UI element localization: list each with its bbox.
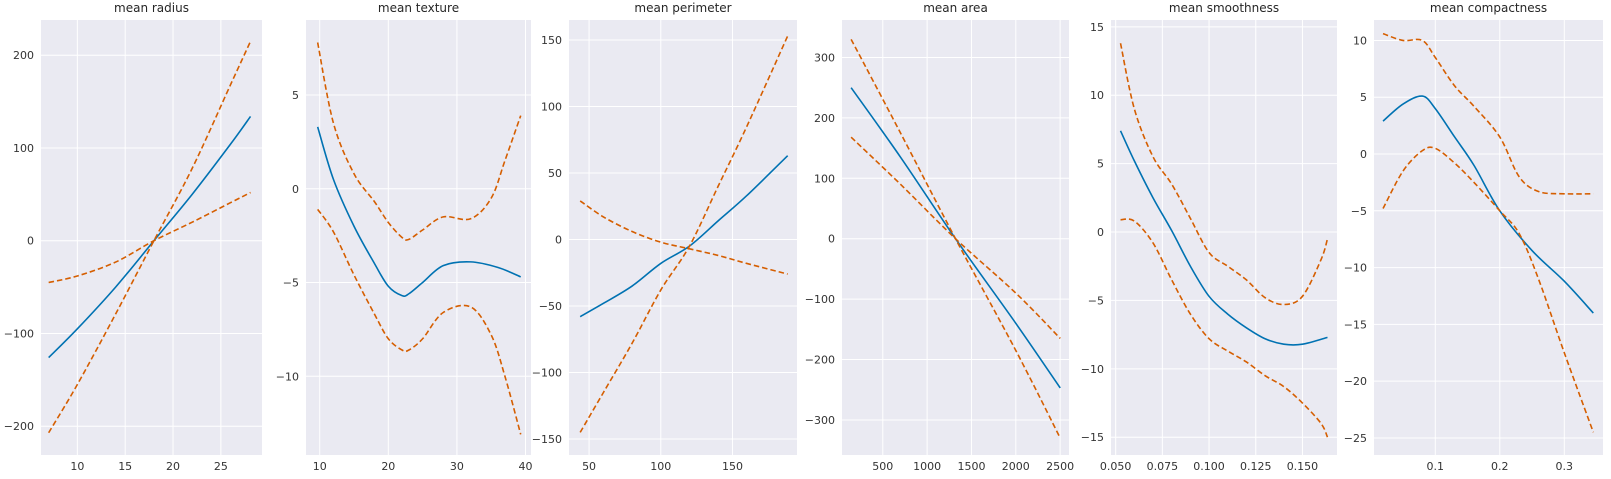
upper-confidence-line xyxy=(579,200,788,275)
plot-area xyxy=(1111,20,1337,455)
y-tick-label: −25 xyxy=(1344,432,1367,445)
x-tick-label: 0.125 xyxy=(1240,460,1272,473)
y-tick-label: 5 xyxy=(292,89,299,102)
subplot-title: mean smoothness xyxy=(1169,1,1279,15)
subplot-6: 0.1 0.2 0.3 −25 −20 −15 −10 −5 0 5 10 mean compactn… xyxy=(1344,1,1603,473)
y-tick-label: −200 xyxy=(4,420,34,433)
x-tick-label: 50 xyxy=(582,460,596,473)
y-tick-label: −100 xyxy=(805,293,835,306)
y-tick-label: 200 xyxy=(814,112,835,125)
upper-confidence-line xyxy=(1382,32,1594,195)
y-tick-label: −15 xyxy=(1081,431,1104,444)
x-tick-label: 25 xyxy=(214,460,228,473)
x-tick-label: 1500 xyxy=(957,460,985,473)
lower-confidence-line xyxy=(317,208,522,435)
y-tick-label: 50 xyxy=(548,167,562,180)
lower-confidence-line xyxy=(579,35,789,433)
y-tick-label: 300 xyxy=(814,51,835,64)
x-tick-label: 20 xyxy=(166,460,180,473)
x-tick-label: 0.100 xyxy=(1193,460,1225,473)
y-tick-label: 0 xyxy=(555,233,562,246)
y-tick-label: −50 xyxy=(539,300,562,313)
y-tick-label: −5 xyxy=(1351,205,1367,218)
x-tick-label: 500 xyxy=(872,460,893,473)
x-tick-label: 15 xyxy=(118,460,132,473)
partial-dependence-line xyxy=(579,155,789,318)
subplot-title: mean radius xyxy=(114,1,189,15)
plot-area xyxy=(41,20,262,455)
y-tick-label: −200 xyxy=(805,354,835,367)
x-tick-label: 10 xyxy=(313,460,327,473)
y-tick-label: 200 xyxy=(13,49,34,62)
y-tick-label: −100 xyxy=(532,367,562,380)
y-tick-label: −100 xyxy=(4,327,34,340)
lower-confidence-line xyxy=(850,136,1061,339)
subplot-title: mean compactness xyxy=(1430,1,1547,15)
x-tick-label: 0.1 xyxy=(1427,460,1445,473)
y-tick-label: 5 xyxy=(1360,91,1367,104)
y-tick-label: 0 xyxy=(1360,148,1367,161)
x-tick-label: 0.2 xyxy=(1491,460,1509,473)
y-tick-label: 0 xyxy=(27,235,34,248)
y-tick-label: 0 xyxy=(1097,226,1104,239)
lower-confidence-line xyxy=(1382,146,1595,433)
x-tick-label: 40 xyxy=(519,460,533,473)
y-tick-label: −10 xyxy=(276,370,299,383)
subplot-1: 10 15 20 25 −200 −100 0 100 200 mean radius xyxy=(4,1,262,473)
subplot-5: 0.050 0.075 0.100 0.125 0.150 −15 −10 −5 0 5 10 15 m… xyxy=(1081,1,1337,473)
y-tick-label: −5 xyxy=(1088,294,1104,307)
plot-area xyxy=(306,20,531,455)
y-tick-label: 5 xyxy=(1097,158,1104,171)
subplot-3: 50 100 150 −150 −100 −50 0 50 100 150 mean perimet… xyxy=(532,1,797,473)
upper-confidence-line xyxy=(1119,43,1329,306)
y-tick-label: −300 xyxy=(805,414,835,427)
partial-dependence-line xyxy=(1382,95,1594,314)
x-tick-label: 2500 xyxy=(1046,460,1074,473)
y-tick-label: −10 xyxy=(1344,262,1367,275)
x-tick-label: 0.075 xyxy=(1147,460,1179,473)
upper-confidence-line xyxy=(48,191,251,284)
x-tick-label: 1000 xyxy=(913,460,941,473)
x-tick-label: 20 xyxy=(381,460,395,473)
y-tick-label: 100 xyxy=(814,172,835,185)
subplot-2: 10 20 30 40 −10 −5 0 5 mean texture xyxy=(276,1,533,473)
upper-confidence-line xyxy=(316,42,522,241)
y-tick-label: −15 xyxy=(1344,318,1367,331)
x-tick-label: 100 xyxy=(650,460,671,473)
y-tick-label: 0 xyxy=(292,183,299,196)
x-tick-label: 0.050 xyxy=(1100,460,1132,473)
partial-dependence-line xyxy=(1119,130,1328,346)
y-tick-label: −150 xyxy=(532,433,562,446)
subplot-title: mean texture xyxy=(378,1,459,15)
y-tick-label: −10 xyxy=(1081,363,1104,376)
lower-confidence-line xyxy=(1120,218,1329,438)
y-tick-label: −5 xyxy=(283,277,299,290)
y-tick-label: 15 xyxy=(1090,21,1104,34)
y-tick-label: 100 xyxy=(13,142,34,155)
plot-area xyxy=(569,20,797,455)
partial-dependence-line xyxy=(316,126,522,297)
x-tick-label: 10 xyxy=(70,460,84,473)
plot-area xyxy=(1374,20,1603,455)
y-tick-label: 0 xyxy=(828,233,835,246)
y-tick-label: 150 xyxy=(541,34,562,47)
y-tick-label: −20 xyxy=(1344,375,1367,388)
y-tick-label: 10 xyxy=(1353,34,1367,47)
y-tick-label: 100 xyxy=(541,100,562,113)
x-tick-label: 150 xyxy=(722,460,743,473)
y-tick-label: 10 xyxy=(1090,89,1104,102)
x-tick-label: 2000 xyxy=(1002,460,1030,473)
x-tick-label: 0.150 xyxy=(1287,460,1319,473)
x-tick-label: 30 xyxy=(450,460,464,473)
lower-confidence-line xyxy=(47,40,252,434)
x-tick-label: 0.3 xyxy=(1556,460,1574,473)
subplot-4: 500 1000 1500 2000 2500 −300 −200 −100 0 100 200 30… xyxy=(805,1,1074,473)
subplot-title: mean area xyxy=(923,1,988,15)
subplot-title: mean perimeter xyxy=(634,1,731,15)
